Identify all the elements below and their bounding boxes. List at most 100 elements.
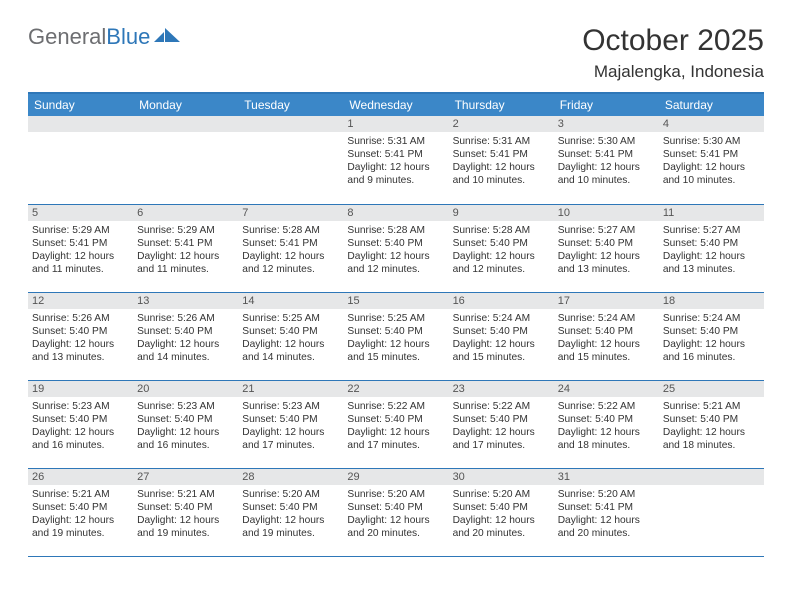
daylight-text: Daylight: 12 hours and 16 minutes. <box>137 426 234 452</box>
day-header-saturday: Saturday <box>659 93 764 116</box>
day-info: Sunrise: 5:30 AMSunset: 5:41 PMDaylight:… <box>663 135 760 187</box>
daylight-text: Daylight: 12 hours and 9 minutes. <box>347 161 444 187</box>
sunrise-text: Sunrise: 5:22 AM <box>347 400 444 413</box>
sunrise-text: Sunrise: 5:28 AM <box>347 224 444 237</box>
sunset-text: Sunset: 5:40 PM <box>347 325 444 338</box>
sunrise-text: Sunrise: 5:23 AM <box>242 400 339 413</box>
daylight-text: Daylight: 12 hours and 18 minutes. <box>558 426 655 452</box>
daylight-text: Daylight: 12 hours and 14 minutes. <box>137 338 234 364</box>
day-cell: 10Sunrise: 5:27 AMSunset: 5:40 PMDayligh… <box>554 204 659 292</box>
sunrise-text: Sunrise: 5:30 AM <box>663 135 760 148</box>
day-cell: 31Sunrise: 5:20 AMSunset: 5:41 PMDayligh… <box>554 468 659 556</box>
day-cell: 27Sunrise: 5:21 AMSunset: 5:40 PMDayligh… <box>133 468 238 556</box>
sunset-text: Sunset: 5:40 PM <box>137 501 234 514</box>
sunset-text: Sunset: 5:40 PM <box>137 413 234 426</box>
day-info: Sunrise: 5:20 AMSunset: 5:40 PMDaylight:… <box>453 488 550 540</box>
sunset-text: Sunset: 5:40 PM <box>32 413 129 426</box>
sunset-text: Sunset: 5:40 PM <box>137 325 234 338</box>
day-number: 7 <box>238 205 343 221</box>
day-number <box>133 116 238 132</box>
logo-mark-icon <box>154 24 182 50</box>
daylight-text: Daylight: 12 hours and 13 minutes. <box>32 338 129 364</box>
daylight-text: Daylight: 12 hours and 16 minutes. <box>32 426 129 452</box>
day-info: Sunrise: 5:21 AMSunset: 5:40 PMDaylight:… <box>137 488 234 540</box>
logo-text-1: General <box>28 24 106 50</box>
daylight-text: Daylight: 12 hours and 10 minutes. <box>453 161 550 187</box>
day-cell: 2 Sunrise: 5:31 AMSunset: 5:41 PMDaylight… <box>449 116 554 204</box>
daylight-text: Daylight: 12 hours and 12 minutes. <box>242 250 339 276</box>
day-number: 14 <box>238 293 343 309</box>
day-cell: 16Sunrise: 5:24 AMSunset: 5:40 PMDayligh… <box>449 292 554 380</box>
sunset-text: Sunset: 5:40 PM <box>242 325 339 338</box>
sunset-text: Sunset: 5:40 PM <box>558 237 655 250</box>
day-info: Sunrise: 5:24 AMSunset: 5:40 PMDaylight:… <box>663 312 760 364</box>
day-cell: 21Sunrise: 5:23 AMSunset: 5:40 PMDayligh… <box>238 380 343 468</box>
sunrise-text: Sunrise: 5:23 AM <box>32 400 129 413</box>
sunset-text: Sunset: 5:41 PM <box>558 501 655 514</box>
day-number: 8 <box>343 205 448 221</box>
day-number: 30 <box>449 469 554 485</box>
day-cell: 3Sunrise: 5:30 AMSunset: 5:41 PMDaylight… <box>554 116 659 204</box>
day-info: Sunrise: 5:26 AMSunset: 5:40 PMDaylight:… <box>137 312 234 364</box>
daylight-text: Daylight: 12 hours and 17 minutes. <box>242 426 339 452</box>
sunset-text: Sunset: 5:41 PM <box>137 237 234 250</box>
day-number: 13 <box>133 293 238 309</box>
day-info: Sunrise: 5:28 AMSunset: 5:40 PMDaylight:… <box>347 224 444 276</box>
daylight-text: Daylight: 12 hours and 15 minutes. <box>347 338 444 364</box>
daylight-text: Daylight: 12 hours and 18 minutes. <box>663 426 760 452</box>
day-header-friday: Friday <box>554 93 659 116</box>
day-info: Sunrise: 5:25 AMSunset: 5:40 PMDaylight:… <box>242 312 339 364</box>
sunset-text: Sunset: 5:41 PM <box>32 237 129 250</box>
daylight-text: Daylight: 12 hours and 13 minutes. <box>558 250 655 276</box>
sunrise-text: Sunrise: 5:21 AM <box>137 488 234 501</box>
location-label: Majalengka, Indonesia <box>582 62 764 82</box>
day-cell: 7Sunrise: 5:28 AMSunset: 5:41 PMDaylight… <box>238 204 343 292</box>
sunrise-text: Sunrise: 5:24 AM <box>558 312 655 325</box>
day-number: 19 <box>28 381 133 397</box>
day-info: Sunrise: 5:31 AMSunset: 5:41 PMDaylight:… <box>453 135 550 187</box>
day-cell: 13 Sunrise: 5:26 AMSunset: 5:40 PMDayligh… <box>133 292 238 380</box>
sunrise-text: Sunrise: 5:24 AM <box>663 312 760 325</box>
day-number: 24 <box>554 381 659 397</box>
day-info: Sunrise: 5:22 AMSunset: 5:40 PMDaylight:… <box>453 400 550 452</box>
day-cell: 28Sunrise: 5:20 AMSunset: 5:40 PMDayligh… <box>238 468 343 556</box>
empty-cell <box>659 468 764 556</box>
day-cell: 29Sunrise: 5:20 AMSunset: 5:40 PMDayligh… <box>343 468 448 556</box>
week-row: 1Sunrise: 5:31 AMSunset: 5:41 PMDaylight… <box>28 116 764 204</box>
sunset-text: Sunset: 5:40 PM <box>453 413 550 426</box>
title-block: October 2025 Majalengka, Indonesia <box>582 24 764 82</box>
sunrise-text: Sunrise: 5:24 AM <box>453 312 550 325</box>
day-info: Sunrise: 5:21 AMSunset: 5:40 PMDaylight:… <box>663 400 760 452</box>
sunrise-text: Sunrise: 5:26 AM <box>137 312 234 325</box>
day-header-monday: Monday <box>133 93 238 116</box>
sunrise-text: Sunrise: 5:23 AM <box>137 400 234 413</box>
day-info: Sunrise: 5:23 AMSunset: 5:40 PMDaylight:… <box>32 400 129 452</box>
sunset-text: Sunset: 5:41 PM <box>558 148 655 161</box>
daylight-text: Daylight: 12 hours and 15 minutes. <box>453 338 550 364</box>
day-info: Sunrise: 5:29 AMSunset: 5:41 PMDaylight:… <box>137 224 234 276</box>
day-number: 29 <box>343 469 448 485</box>
day-number: 18 <box>659 293 764 309</box>
day-number: 15 <box>343 293 448 309</box>
sunrise-text: Sunrise: 5:31 AM <box>453 135 550 148</box>
day-number <box>28 116 133 132</box>
sunset-text: Sunset: 5:40 PM <box>663 413 760 426</box>
day-number: 1 <box>343 116 448 132</box>
day-number: 6 <box>133 205 238 221</box>
day-info: Sunrise: 5:24 AMSunset: 5:40 PMDaylight:… <box>558 312 655 364</box>
daylight-text: Daylight: 12 hours and 17 minutes. <box>453 426 550 452</box>
daylight-text: Daylight: 12 hours and 19 minutes. <box>137 514 234 540</box>
day-number: 17 <box>554 293 659 309</box>
day-info: Sunrise: 5:27 AMSunset: 5:40 PMDaylight:… <box>558 224 655 276</box>
daylight-text: Daylight: 12 hours and 20 minutes. <box>558 514 655 540</box>
day-number: 2 <box>449 116 554 132</box>
sunset-text: Sunset: 5:41 PM <box>242 237 339 250</box>
week-row: 12Sunrise: 5:26 AMSunset: 5:40 PMDayligh… <box>28 292 764 380</box>
day-info: Sunrise: 5:22 AMSunset: 5:40 PMDaylight:… <box>347 400 444 452</box>
empty-cell <box>238 116 343 204</box>
day-header-thursday: Thursday <box>449 93 554 116</box>
daylight-text: Daylight: 12 hours and 11 minutes. <box>32 250 129 276</box>
daylight-text: Daylight: 12 hours and 11 minutes. <box>137 250 234 276</box>
day-number: 23 <box>449 381 554 397</box>
day-info: Sunrise: 5:22 AMSunset: 5:40 PMDaylight:… <box>558 400 655 452</box>
